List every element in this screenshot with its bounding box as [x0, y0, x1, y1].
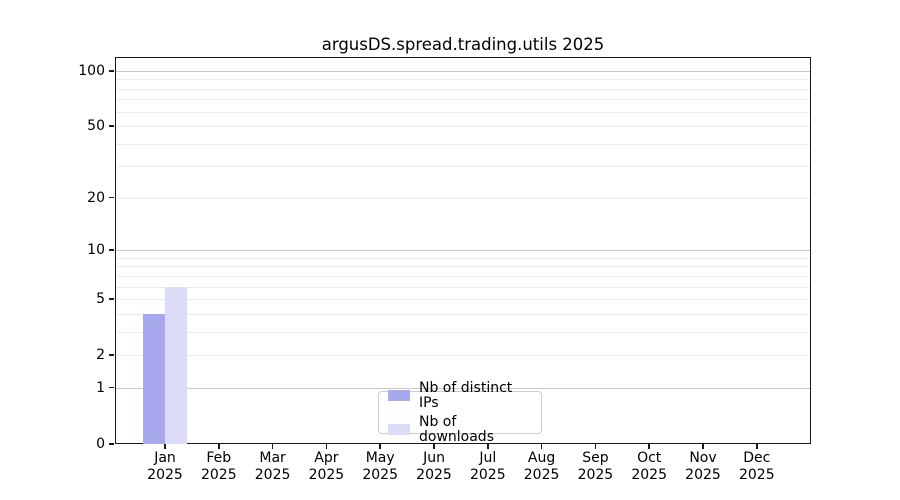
- minor-gridline: [116, 99, 810, 101]
- y-tick-label: 5: [96, 291, 105, 308]
- minor-gridline: [116, 79, 810, 81]
- x-tick-year: 2025: [523, 467, 560, 483]
- minor-gridline: [116, 266, 810, 268]
- x-tick-label: Jun 2025: [402, 450, 466, 484]
- major-gridline: [116, 387, 810, 389]
- minor-gridline: [116, 275, 810, 277]
- x-tick-month: Dec: [743, 450, 771, 466]
- x-tick-year: 2025: [738, 467, 775, 483]
- y-tick-mark: [109, 125, 114, 127]
- x-tick-year: 2025: [469, 467, 506, 483]
- minor-gridline: [116, 331, 810, 333]
- legend-swatch-distinct-ips: [388, 390, 410, 401]
- minor-gridline: [116, 111, 810, 113]
- x-tick-month: Nov: [689, 450, 717, 466]
- x-tick-label: Mar 2025: [241, 450, 305, 484]
- x-tick-month: Feb: [206, 450, 232, 466]
- x-tick-mark: [218, 444, 220, 449]
- x-tick-mark: [702, 444, 704, 449]
- x-tick-month: Mar: [259, 450, 286, 466]
- major-gridline: [116, 250, 810, 252]
- x-tick-month: Aug: [527, 450, 556, 466]
- minor-gridline: [116, 313, 810, 315]
- x-tick-mark: [379, 444, 381, 449]
- x-tick-mark: [540, 444, 543, 449]
- legend-swatch-downloads: [388, 424, 410, 435]
- minor-gridline: [116, 286, 810, 288]
- minor-gridline: [116, 197, 810, 199]
- x-tick-label: Apr 2025: [294, 450, 358, 484]
- y-tick-label: 20: [87, 189, 105, 206]
- y-tick-label: 2: [96, 347, 105, 364]
- y-tick-label: 50: [87, 118, 105, 135]
- x-tick-month: Jun: [423, 450, 445, 466]
- bar-nb-of-downloads-jan: [165, 286, 187, 444]
- y-tick-mark: [109, 249, 114, 251]
- x-tick-mark: [433, 444, 435, 449]
- minor-gridline: [116, 88, 810, 90]
- y-tick-mark: [109, 354, 114, 356]
- y-tick-label: 1: [96, 379, 105, 396]
- x-tick-label: Feb 2025: [187, 450, 251, 484]
- plot-area: [115, 57, 811, 444]
- x-tick-label: May 2025: [348, 450, 412, 484]
- x-tick-month: Jul: [479, 450, 497, 466]
- legend-label-downloads: Nb of downloads: [419, 413, 494, 445]
- x-tick-mark: [756, 444, 758, 449]
- x-tick-year: 2025: [577, 467, 614, 483]
- legend-label-distinct-ips: Nb of distinct IPs: [419, 379, 513, 411]
- x-tick-year: 2025: [631, 467, 667, 483]
- x-tick-year: 2025: [254, 467, 291, 483]
- x-tick-month: Jan: [154, 450, 176, 466]
- legend-item-distinct-ips: Nb of distinct IPs: [388, 379, 532, 411]
- x-tick-label: Aug 2025: [510, 450, 574, 484]
- minor-gridline: [116, 166, 810, 168]
- x-tick-month: Oct: [637, 450, 662, 466]
- y-tick-mark: [109, 298, 114, 300]
- chart-title: argusDS.spread.trading.utils 2025: [321, 35, 605, 54]
- x-tick-year: 2025: [200, 467, 237, 483]
- x-tick-mark: [325, 444, 328, 449]
- legend-item-downloads: Nb of downloads: [388, 413, 532, 445]
- x-tick-label: Oct 2025: [617, 450, 681, 484]
- x-tick-mark: [594, 444, 597, 449]
- x-tick-label: Jan 2025: [133, 450, 197, 484]
- y-tick-label: 10: [87, 242, 105, 259]
- minor-gridline: [116, 143, 810, 145]
- x-tick-mark: [648, 444, 650, 449]
- y-tick-label: 100: [78, 63, 105, 79]
- y-tick-mark: [109, 196, 114, 199]
- x-tick-label: Nov 2025: [671, 450, 735, 484]
- x-tick-year: 2025: [416, 467, 452, 483]
- x-tick-label: Sep 2025: [563, 450, 627, 484]
- x-tick-month: Sep: [582, 450, 609, 466]
- y-tick-mark: [109, 70, 114, 72]
- y-tick-label: 0: [96, 436, 105, 452]
- y-tick-mark: [109, 386, 114, 389]
- x-tick-mark: [487, 444, 489, 449]
- minor-gridline: [116, 299, 810, 301]
- minor-gridline: [116, 355, 810, 357]
- x-tick-year: 2025: [685, 467, 721, 483]
- x-tick-year: 2025: [147, 467, 183, 483]
- minor-gridline: [116, 257, 810, 259]
- x-tick-year: 2025: [362, 467, 398, 483]
- x-tick-label: Jul 2025: [456, 450, 520, 484]
- y-tick-mark: [109, 443, 114, 445]
- x-tick-month: May: [365, 450, 395, 466]
- major-gridline: [116, 71, 810, 72]
- minor-gridline: [116, 126, 810, 128]
- x-tick-mark: [164, 444, 166, 449]
- x-tick-year: 2025: [308, 467, 345, 483]
- x-tick-month: Apr: [314, 450, 339, 466]
- bar-nb-of-distinct-ips-jan: [143, 313, 165, 444]
- legend: Nb of distinct IPs Nb of downloads: [378, 380, 542, 444]
- x-tick-label: Dec 2025: [725, 450, 789, 484]
- x-tick-mark: [271, 444, 274, 449]
